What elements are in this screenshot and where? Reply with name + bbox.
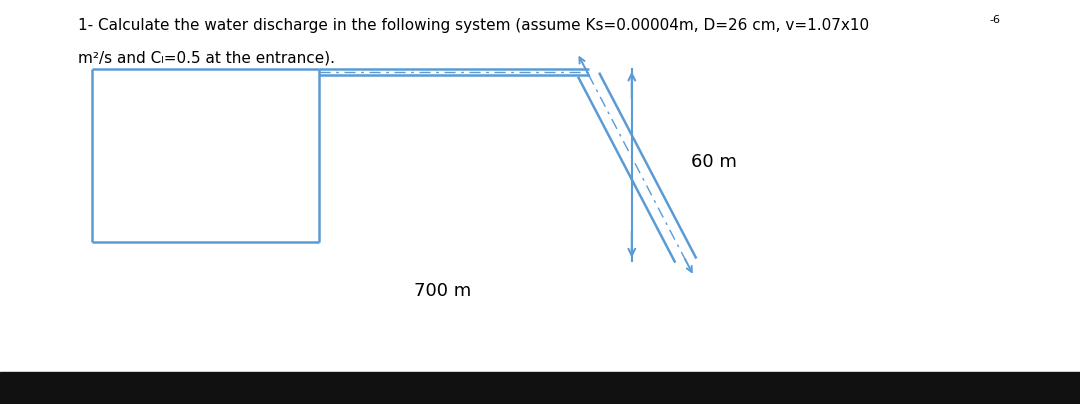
Text: m²/s and Cₗ=0.5 at the entrance).: m²/s and Cₗ=0.5 at the entrance). xyxy=(78,50,335,65)
Text: -6: -6 xyxy=(989,15,1000,25)
Text: 1- Calculate the water discharge in the following system (assume Ks=0.00004m, D=: 1- Calculate the water discharge in the … xyxy=(78,18,869,33)
Text: 60 m: 60 m xyxy=(691,153,737,170)
Bar xyxy=(0,372,1080,404)
Text: 700 m: 700 m xyxy=(414,282,472,300)
